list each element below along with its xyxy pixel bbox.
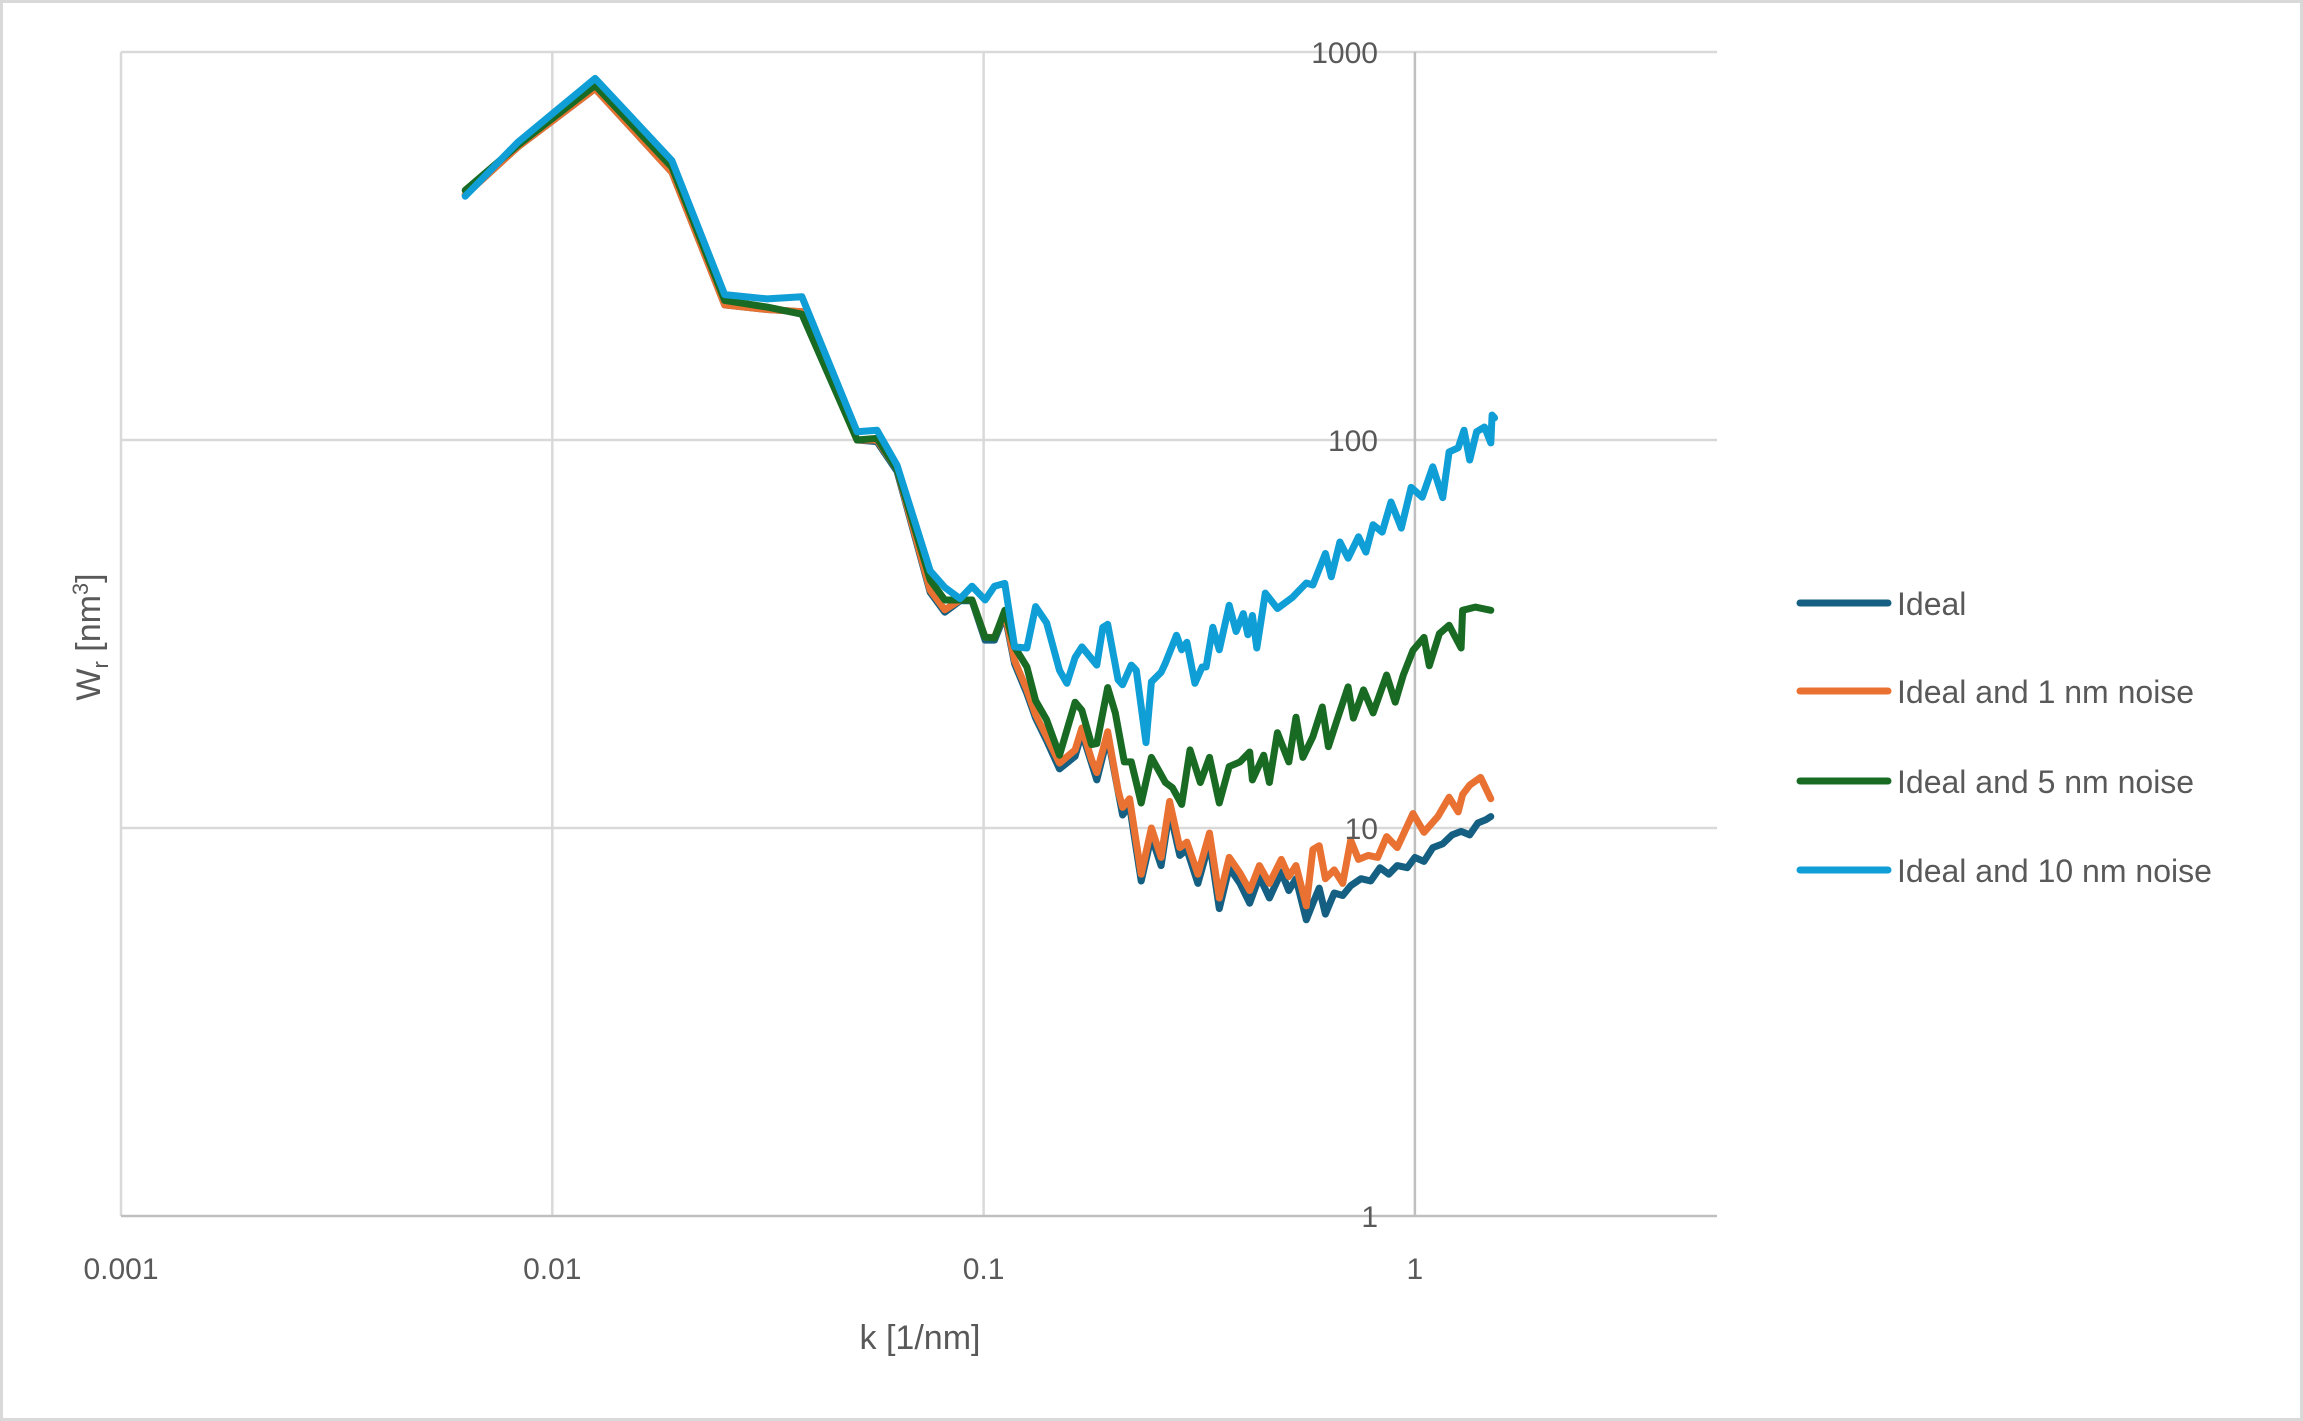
legend-item-1nm-noise[interactable]: Ideal and 1 nm noise bbox=[1796, 674, 2194, 710]
x-tick-label: 0.1 bbox=[963, 1253, 1005, 1286]
legend-item-5nm-noise[interactable]: Ideal and 5 nm noise bbox=[1796, 764, 2194, 800]
y-tick-label: 1000 bbox=[1311, 37, 1378, 70]
x-tick-label: 1 bbox=[1407, 1253, 1424, 1286]
series-line-ideal-and-10-nm-noise[interactable] bbox=[461, 74, 1499, 747]
x-axis-title: k [1/nm] bbox=[860, 1319, 981, 1357]
x-tick-label: 0.001 bbox=[83, 1253, 158, 1286]
x-tick-label: 0.01 bbox=[523, 1253, 581, 1286]
legend-label-1nm-noise: Ideal and 1 nm noise bbox=[1897, 674, 2194, 710]
axes bbox=[121, 52, 1717, 1218]
y-axis-title-sup: 3 bbox=[68, 583, 93, 595]
legend-item-ideal[interactable]: Ideal bbox=[1796, 586, 1966, 622]
y-axis-title-sub: r bbox=[88, 661, 113, 668]
horizontal-gridlines bbox=[121, 50, 1717, 830]
y-tick-labels: 1 10 100 1000 bbox=[1311, 37, 1378, 1234]
y-axis-title-main: W bbox=[70, 669, 108, 701]
legend-label-ideal: Ideal bbox=[1897, 586, 1966, 622]
series-line-ideal[interactable] bbox=[461, 85, 1495, 924]
series-layer bbox=[461, 74, 1499, 924]
x-tick-labels: 0.001 0.01 0.1 1 bbox=[83, 1253, 1423, 1286]
legend-label-5nm-noise: Ideal and 5 nm noise bbox=[1897, 764, 2194, 800]
vertical-gridlines bbox=[119, 52, 985, 1216]
legend: Ideal Ideal and 1 nm noise Ideal and 5 n… bbox=[1796, 586, 2212, 889]
series-line-ideal-and-1-nm-noise[interactable] bbox=[461, 85, 1495, 910]
y-tick-label: 1 bbox=[1361, 1201, 1378, 1234]
y-axis-title: Wr [nm3] bbox=[68, 573, 113, 700]
y-tick-label: 100 bbox=[1328, 425, 1378, 458]
series-line-ideal-and-5-nm-noise[interactable] bbox=[461, 81, 1495, 808]
y-axis-title-unit: [nm bbox=[70, 595, 108, 661]
legend-label-10nm-noise: Ideal and 10 nm noise bbox=[1897, 853, 2212, 889]
legend-item-10nm-noise[interactable]: Ideal and 10 nm noise bbox=[1796, 853, 2212, 889]
y-tick-label: 10 bbox=[1345, 813, 1378, 846]
y-axis-title-close: ] bbox=[70, 573, 108, 582]
